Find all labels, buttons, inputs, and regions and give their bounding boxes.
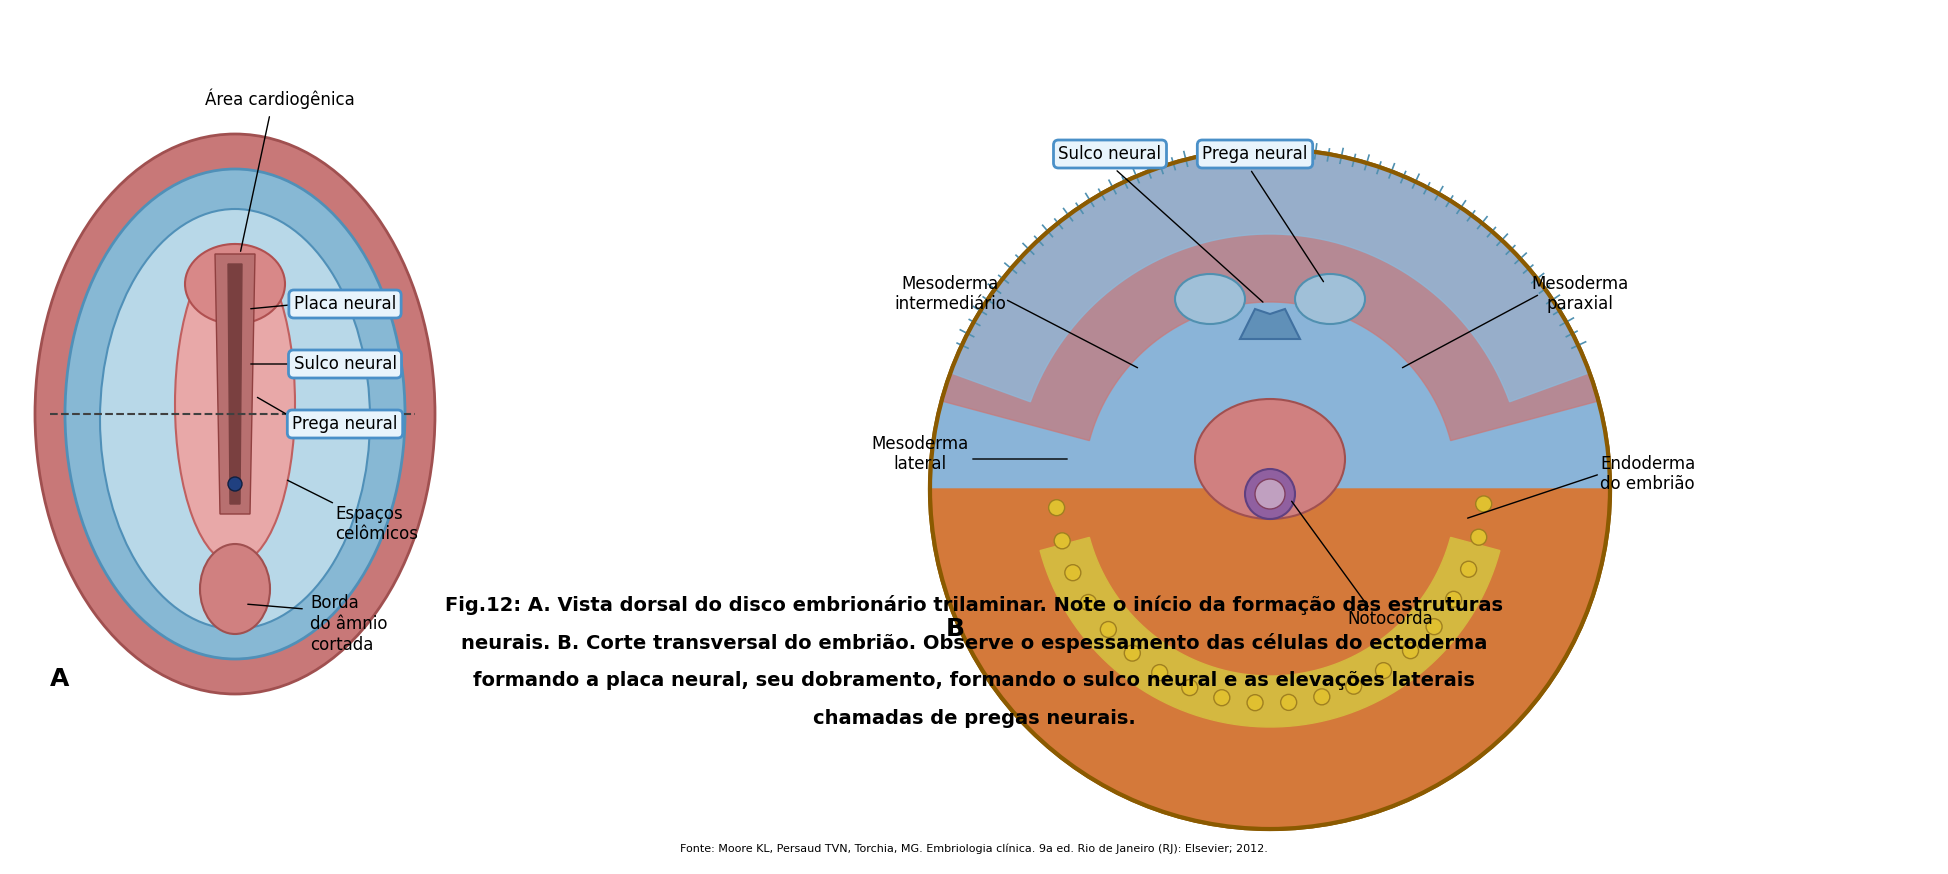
Text: Mesoderma
lateral: Mesoderma lateral [871,434,968,474]
Circle shape [1375,662,1391,678]
Polygon shape [929,149,1609,489]
Text: chamadas de pregas neurais.: chamadas de pregas neurais. [812,710,1136,729]
Text: Endoderma
do embrião: Endoderma do embrião [1599,454,1695,494]
Circle shape [1461,561,1477,577]
Text: B: B [945,617,964,641]
Circle shape [1066,565,1081,580]
Text: A: A [51,667,70,691]
Text: Notocorda: Notocorda [1348,610,1434,628]
Text: Prega neural: Prega neural [1202,145,1307,163]
Text: formando a placa neural, seu dobramento, formando o sulco neural e as elevações : formando a placa neural, seu dobramento,… [473,671,1475,690]
Circle shape [1245,469,1295,519]
Circle shape [1313,689,1330,704]
Text: Placa neural: Placa neural [294,295,395,313]
Polygon shape [1241,309,1299,339]
Polygon shape [214,254,255,514]
Text: Mesoderma
paraxial: Mesoderma paraxial [1531,274,1629,314]
Ellipse shape [35,134,434,694]
Circle shape [1081,594,1097,611]
Text: Fonte: Moore KL, Persaud TVN, Torchia, MG. Embriologia clínica. 9a ed. Rio de Ja: Fonte: Moore KL, Persaud TVN, Torchia, M… [680,843,1268,854]
Polygon shape [929,489,1609,829]
Ellipse shape [64,169,405,659]
Circle shape [1182,680,1198,696]
Text: neurais. B. Corte transversal do embrião. Observe o espessamento das células do : neurais. B. Corte transversal do embrião… [462,633,1486,653]
Text: Espaços
celômicos: Espaços celômicos [335,504,419,544]
Circle shape [1054,533,1069,549]
Circle shape [1426,619,1442,635]
Ellipse shape [99,209,370,629]
Circle shape [1255,479,1286,509]
Text: Sulco neural: Sulco neural [1058,145,1161,163]
Circle shape [1445,592,1461,607]
Circle shape [1280,694,1297,711]
Ellipse shape [1194,399,1344,519]
Polygon shape [951,149,1590,402]
Text: Borda
do âmnio
cortada: Borda do âmnio cortada [310,594,388,654]
Text: Prega neural: Prega neural [292,415,397,433]
Text: Fig.12: A. Vista dorsal do disco embrionário trilaminar. Note o início da formaç: Fig.12: A. Vista dorsal do disco embrion… [444,595,1504,615]
Circle shape [228,477,242,491]
Circle shape [1048,500,1066,516]
Ellipse shape [185,244,284,324]
Circle shape [1247,695,1262,711]
Circle shape [1471,529,1486,545]
Text: Mesoderma
intermediário: Mesoderma intermediário [894,274,1005,314]
Ellipse shape [1175,274,1245,324]
Circle shape [1101,621,1116,637]
Ellipse shape [201,544,271,634]
Ellipse shape [1295,274,1366,324]
Text: Área cardiogênica: Área cardiogênica [205,89,355,109]
Text: Sulco neural: Sulco neural [294,355,397,373]
Circle shape [1151,664,1167,681]
Polygon shape [941,149,1599,440]
Ellipse shape [175,244,294,564]
Circle shape [929,149,1609,829]
Circle shape [1346,678,1362,694]
Circle shape [1214,690,1229,705]
Circle shape [1124,645,1140,661]
Circle shape [1403,642,1418,659]
Circle shape [1477,496,1492,512]
Polygon shape [1040,538,1500,727]
Polygon shape [228,264,242,504]
